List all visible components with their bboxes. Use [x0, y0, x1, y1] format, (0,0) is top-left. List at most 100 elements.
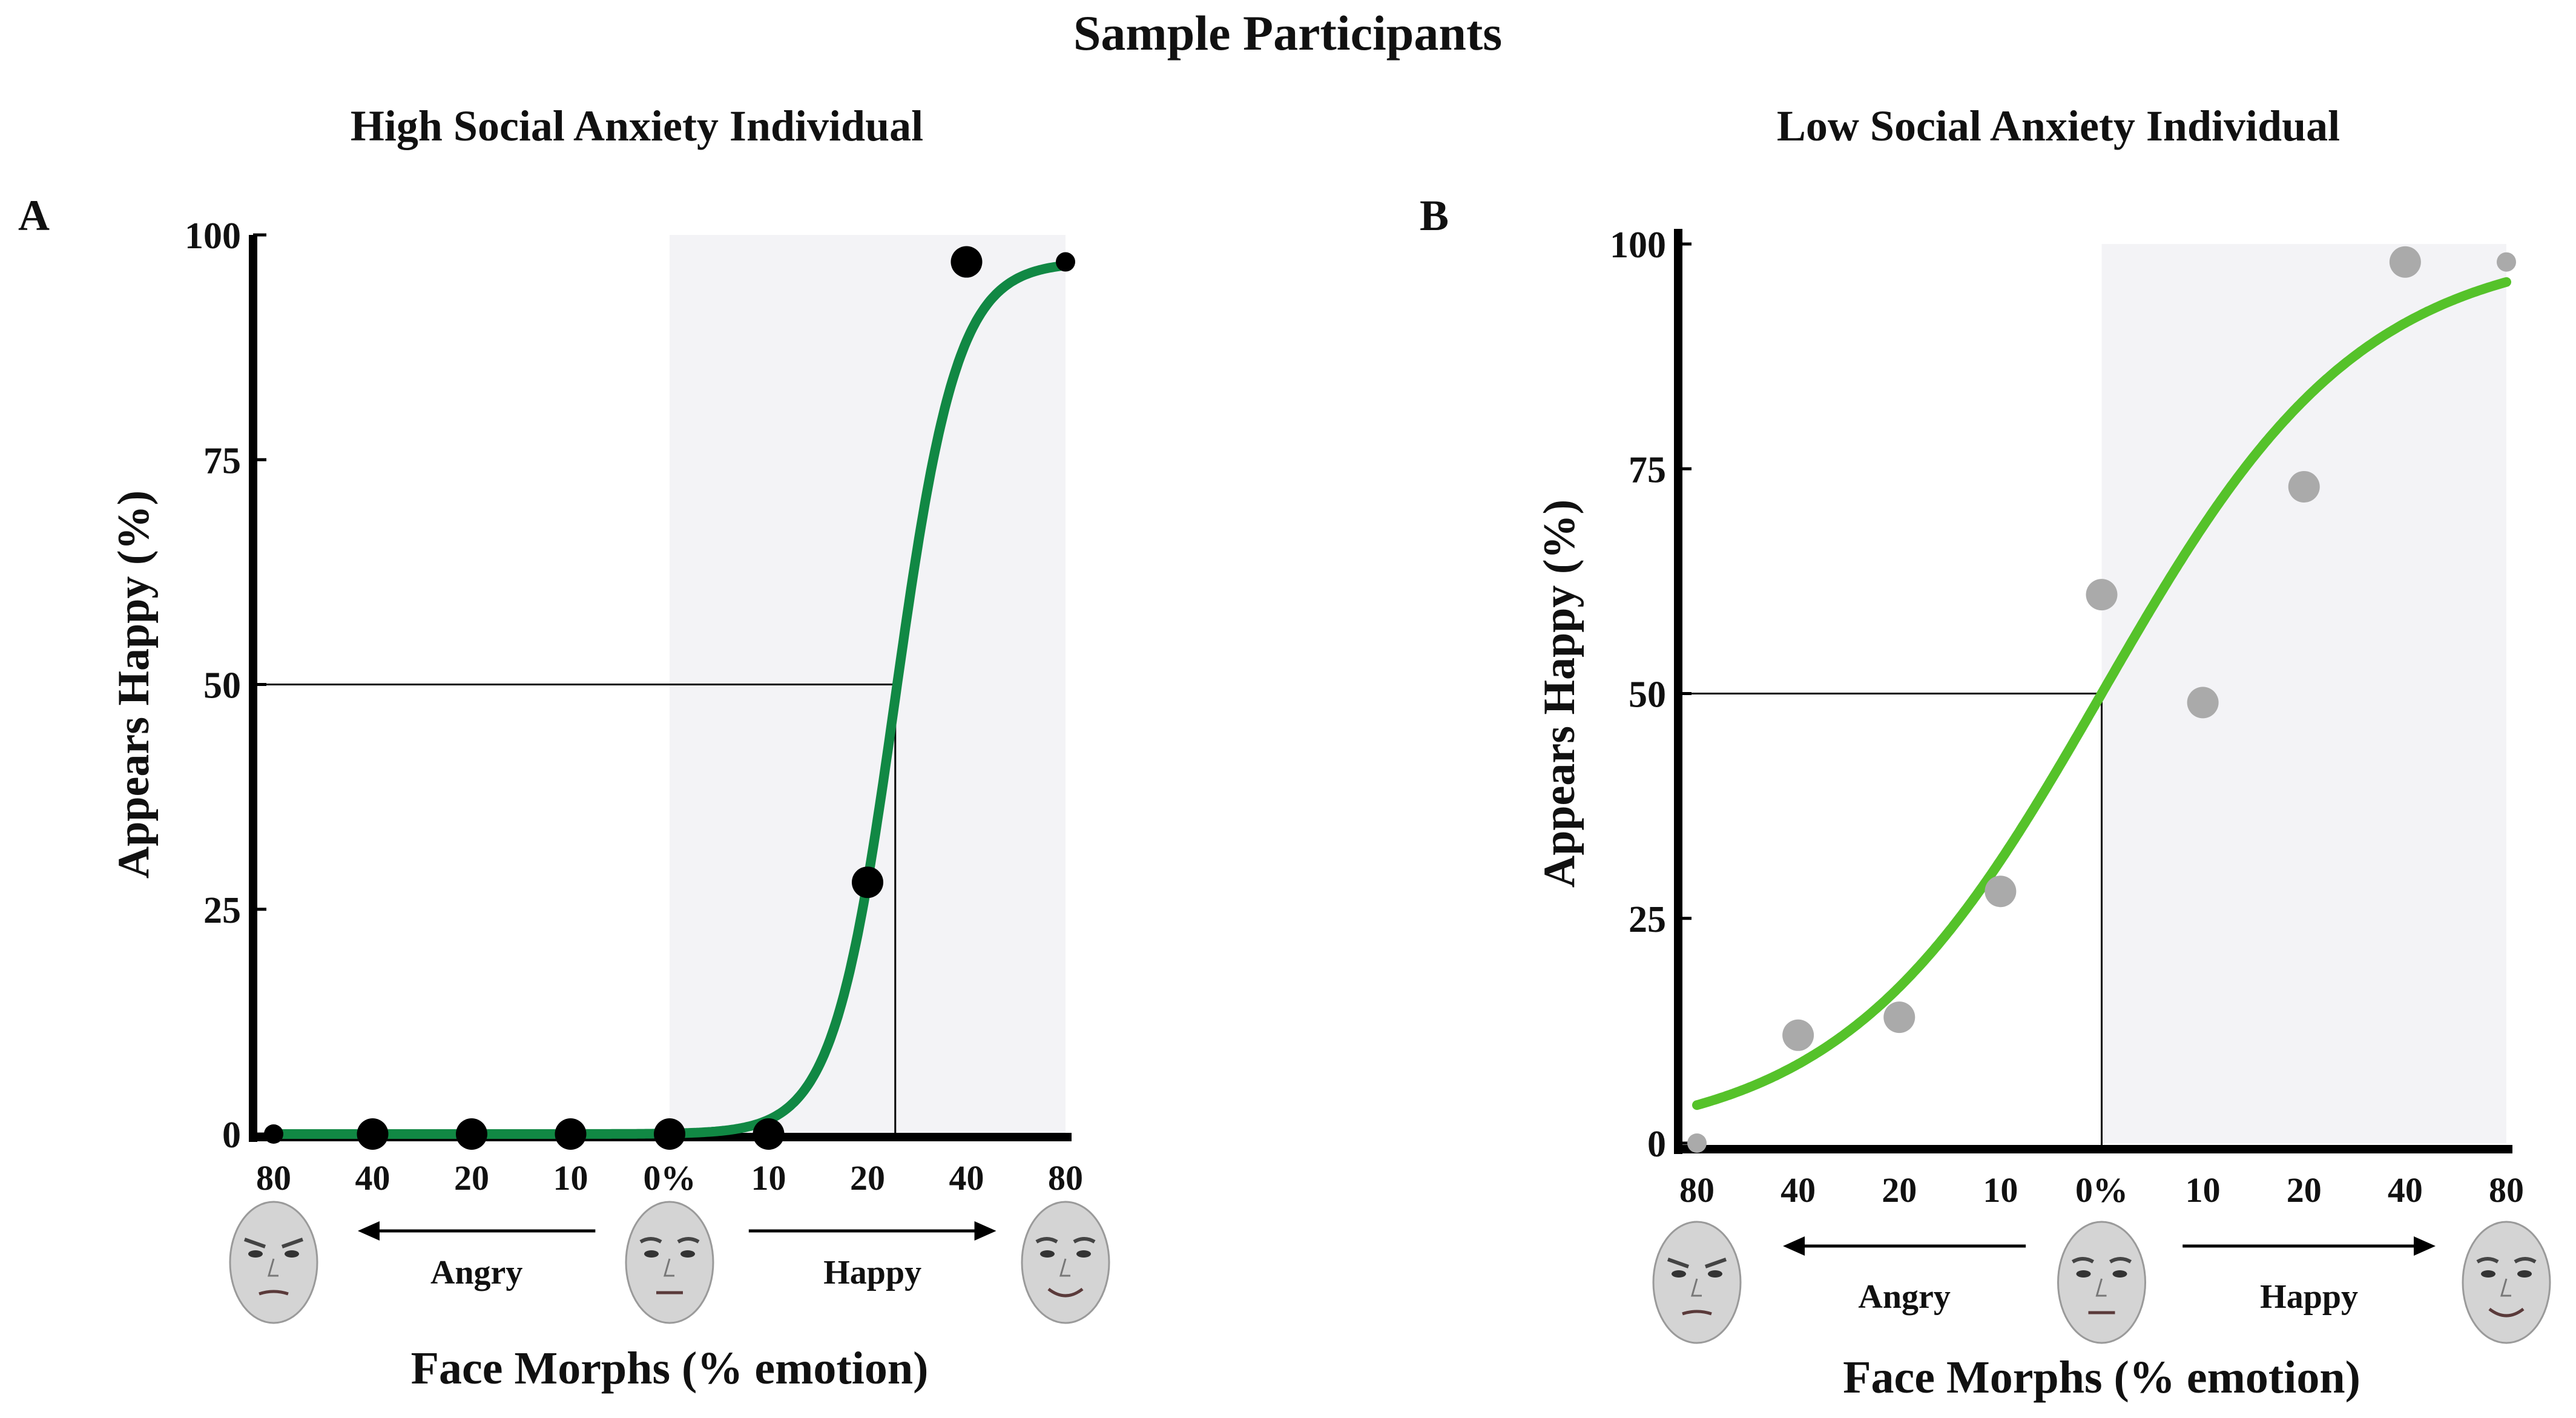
x-tick-label: 20	[454, 1158, 489, 1198]
data-point	[456, 1118, 487, 1150]
face-eye	[1076, 1250, 1091, 1258]
x-tick-label: 80	[1679, 1170, 1715, 1210]
panel-a: High Social Anxiety Individual A 0 25 50 75 10…	[18, 102, 1110, 1394]
face-brow	[2071, 1257, 2095, 1264]
angry-arrow-head	[1783, 1236, 1805, 1256]
x-tick-label: 40	[949, 1158, 984, 1198]
x-tick-label: 40	[355, 1158, 390, 1198]
y-tick-label: 0	[1647, 1124, 1666, 1165]
face-outline	[1021, 1201, 1110, 1324]
x-axis-label: Face Morphs (% emotion)	[1843, 1352, 2360, 1403]
x-tick-label: 0%	[2075, 1170, 2128, 1210]
angry-label: Angry	[1858, 1278, 1950, 1316]
x-tick-label: 20	[2287, 1170, 2322, 1210]
face-mouth	[2488, 1307, 2525, 1317]
y-axis-label: Appears Happy (%)	[109, 490, 159, 879]
angry-arrow-head	[357, 1221, 380, 1241]
x-tick-label: 10	[553, 1158, 588, 1198]
y-tick-label: 75	[203, 440, 241, 481]
face-brow	[1073, 1237, 1096, 1244]
happy-arrow-head	[974, 1221, 996, 1241]
face-eye	[1672, 1270, 1686, 1278]
face-nose	[2095, 1278, 2107, 1297]
face-eye	[2112, 1270, 2127, 1278]
face-outline	[625, 1201, 714, 1324]
happy-arrow-head	[2414, 1236, 2436, 1256]
happy-label: Happy	[823, 1254, 921, 1291]
face-eye	[2076, 1270, 2091, 1278]
data-point	[2288, 470, 2320, 503]
data-point	[555, 1118, 587, 1150]
y-tick-label: 50	[203, 665, 241, 707]
face-eye	[285, 1250, 299, 1258]
face-eye	[1708, 1270, 1722, 1278]
face-nose	[268, 1258, 278, 1277]
panel-label: B	[1420, 191, 1449, 240]
face-mouth	[1047, 1287, 1084, 1298]
x-tick-label: 40	[1780, 1170, 1816, 1210]
x-tick-label: 80	[2489, 1170, 2524, 1210]
figure-title: Sample Participants	[1073, 5, 1502, 61]
face-brow	[1035, 1237, 1058, 1244]
data-point	[1782, 1019, 1814, 1051]
angry-label: Angry	[430, 1254, 522, 1291]
face-mouth	[1682, 1310, 1712, 1316]
y-tick-label: 100	[1610, 225, 1666, 266]
x-tick-label: 10	[2186, 1170, 2221, 1210]
y-tick-label: 100	[185, 216, 241, 257]
panel-b: Low Social Anxiety IndividualB0255075100…	[1420, 102, 2551, 1403]
face-brow	[244, 1238, 266, 1248]
y-tick-label: 50	[1629, 674, 1666, 716]
angry-face-image	[229, 1201, 318, 1324]
happy-label: Happy	[2260, 1278, 2358, 1316]
chart-title: Low Social Anxiety Individual	[1777, 102, 2340, 150]
data-point	[1687, 1133, 1707, 1153]
angry-face-image	[1652, 1221, 1742, 1344]
face-eye	[2517, 1270, 2532, 1278]
x-tick-label: 80	[256, 1158, 291, 1198]
data-point	[1056, 252, 1075, 272]
face-brow	[282, 1238, 303, 1248]
data-point	[654, 1118, 685, 1150]
face-outline	[1652, 1221, 1742, 1344]
face-nose	[664, 1258, 674, 1277]
data-point	[2389, 246, 2421, 278]
face-eye	[2481, 1270, 2495, 1278]
face-nose	[2500, 1278, 2511, 1297]
face-brow	[639, 1237, 662, 1244]
y-tick-label: 25	[1629, 899, 1666, 940]
data-point	[852, 866, 883, 899]
x-axis-label: Face Morphs (% emotion)	[411, 1343, 929, 1394]
y-axis-label: Appears Happy (%)	[1535, 500, 1584, 888]
data-point	[753, 1118, 785, 1150]
data-point	[357, 1118, 389, 1150]
face-outline	[229, 1201, 318, 1324]
face-brow	[677, 1237, 700, 1244]
x-tick-label: 20	[850, 1158, 885, 1198]
face-brow	[2514, 1257, 2537, 1264]
face-nose	[1059, 1258, 1070, 1277]
face-nose	[1691, 1278, 1702, 1297]
face-brow	[2109, 1257, 2132, 1264]
happy-face-image	[2462, 1221, 2551, 1344]
fit-curve	[1692, 277, 2511, 1110]
face-eye	[248, 1250, 263, 1258]
face-outline	[2057, 1221, 2146, 1344]
data-point	[2187, 687, 2219, 719]
x-tick-label: 80	[1048, 1158, 1083, 1198]
data-point	[950, 246, 983, 278]
face-brow	[2476, 1257, 2499, 1264]
happy-face-image	[1021, 1201, 1110, 1324]
face-eye	[680, 1250, 695, 1258]
data-point	[264, 1124, 283, 1144]
data-point	[1985, 876, 2017, 908]
x-tick-label: 0%	[644, 1158, 696, 1198]
chart-title: High Social Anxiety Individual	[351, 102, 923, 150]
face-eye	[644, 1250, 659, 1258]
x-tick-label: 20	[1882, 1170, 1917, 1210]
neutral-face-image	[2057, 1221, 2146, 1344]
data-point	[2497, 252, 2516, 272]
x-tick-label: 10	[751, 1158, 786, 1198]
face-outline	[2462, 1221, 2551, 1344]
face-brow	[1667, 1258, 1689, 1268]
